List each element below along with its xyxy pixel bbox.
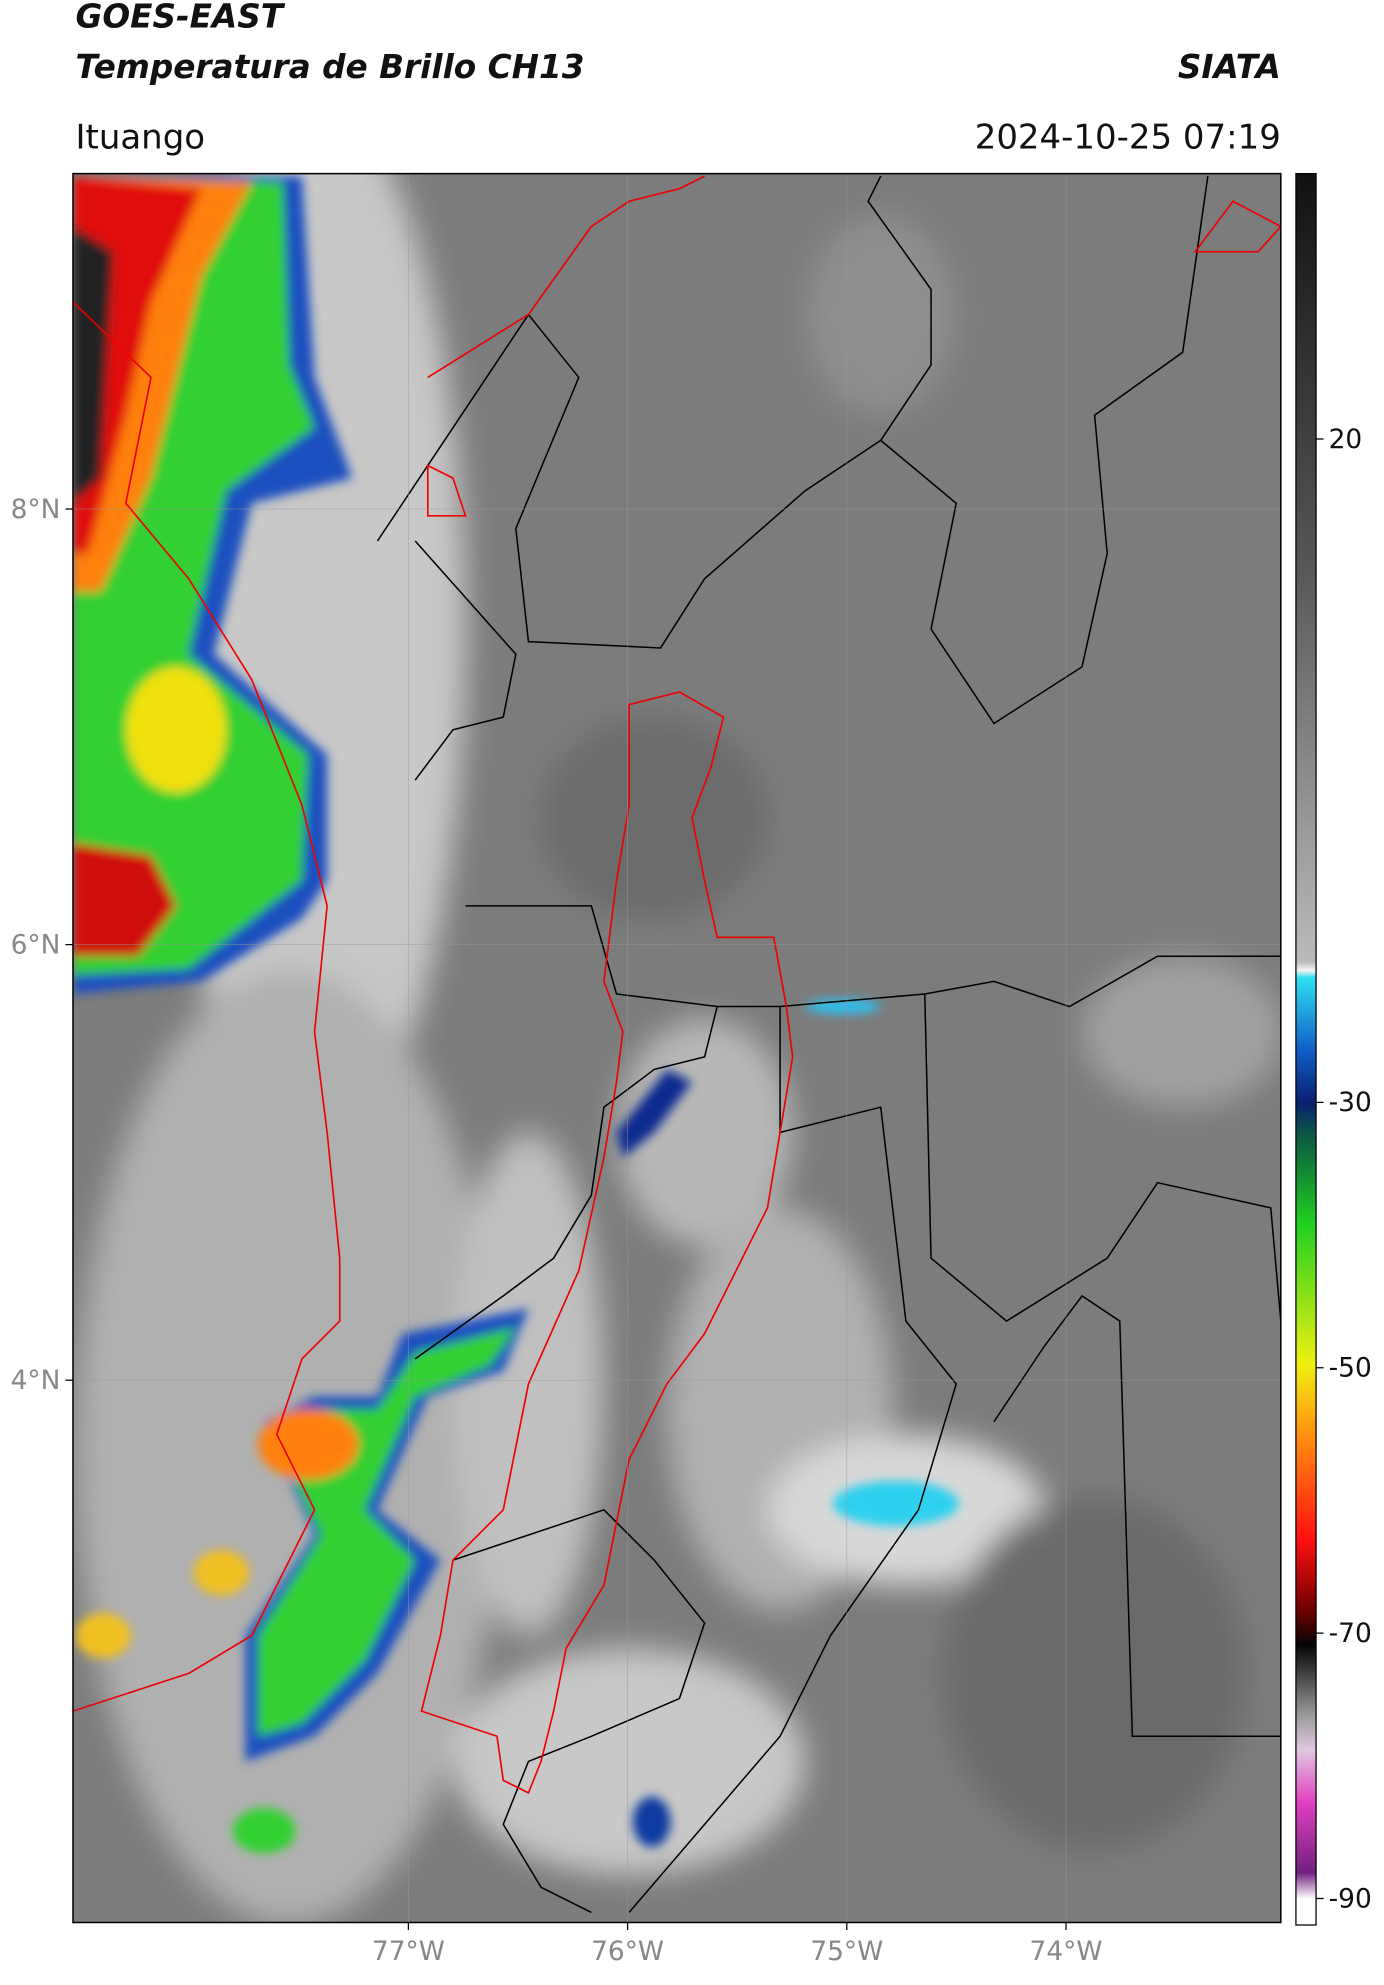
product: Temperatura de Brillo CH13 xyxy=(75,48,584,86)
y-tick-label: 8°N xyxy=(11,494,61,525)
colorbar xyxy=(1295,172,1317,1926)
org: SIATA xyxy=(1178,48,1281,86)
colorbar-tick-label: -70 xyxy=(1329,1618,1372,1649)
satellite: GOES-EAST xyxy=(75,0,285,36)
colorbar-tick-label: 20 xyxy=(1329,424,1363,455)
x-tick-label: 75°W xyxy=(810,1936,883,1967)
satellite-image xyxy=(72,173,1281,1923)
region: Ituango xyxy=(75,117,205,157)
x-tick-label: 77°W xyxy=(372,1936,445,1967)
colorbar-tick-label: -50 xyxy=(1329,1353,1372,1384)
colorbar-tick-label: -30 xyxy=(1329,1087,1372,1118)
y-tick-label: 6°N xyxy=(11,929,61,960)
datetime: 2024-10-25 07:19 xyxy=(975,117,1281,157)
map-frame xyxy=(72,172,1282,1924)
y-tick-label: 4°N xyxy=(11,1365,61,1396)
x-tick-label: 76°W xyxy=(591,1936,664,1967)
colorbar-tick-label: -90 xyxy=(1329,1883,1372,1914)
x-tick-label: 74°W xyxy=(1030,1936,1103,1967)
